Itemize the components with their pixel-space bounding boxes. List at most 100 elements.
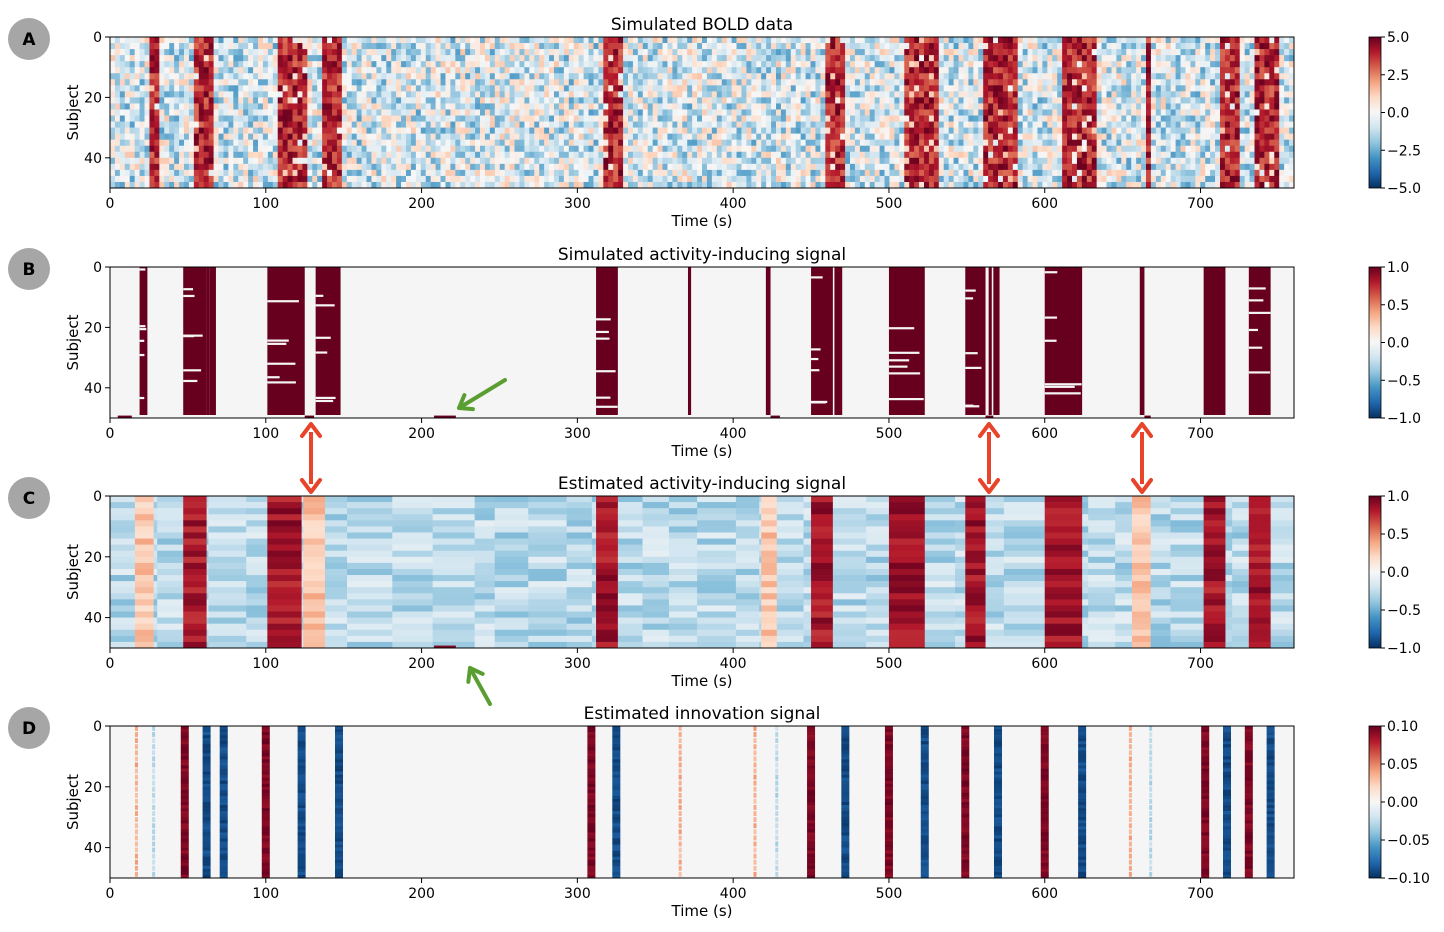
heatmap-cell (854, 79, 861, 86)
heatmap-cell (1047, 133, 1053, 140)
heatmap-cell (381, 157, 387, 165)
heatmap-cell (391, 109, 397, 116)
heatmap-cell (795, 157, 802, 165)
heatmap-cell (406, 109, 412, 116)
heatmap-cell (509, 109, 515, 116)
heatmap-cell (874, 91, 880, 98)
heatmap-cell (134, 43, 140, 50)
heatmap-cell (835, 175, 841, 183)
heatmap-cell (820, 151, 826, 159)
heatmap-cell (351, 37, 358, 44)
heatmap-cell (924, 157, 930, 165)
heatmap-cell (933, 109, 940, 116)
heatmap-cell (514, 61, 520, 68)
heatmap-cell (312, 163, 318, 171)
heatmap-cell (998, 109, 1004, 116)
heatmap-cell (159, 55, 165, 62)
heatmap-cell (465, 169, 471, 177)
heatmap-cell (1086, 91, 1093, 98)
heatmap-cell (741, 91, 747, 98)
heatmap-cell (859, 103, 866, 110)
heatmap-cell (894, 115, 900, 122)
heatmap-cell (583, 109, 589, 116)
heatmap-cell (544, 91, 550, 98)
heatmap-cell (470, 151, 476, 159)
heatmap-cell (711, 121, 718, 128)
heatmap-cell (396, 157, 402, 165)
heatmap-cell (381, 109, 387, 116)
heatmap-cell (440, 145, 446, 153)
heatmap-cell (963, 85, 969, 92)
heatmap-cell (919, 169, 925, 177)
heatmap-cell (1086, 55, 1093, 62)
heatmap-cell (134, 109, 140, 116)
heatmap-cell (203, 67, 210, 74)
heatmap-cell (292, 133, 298, 140)
heatmap-cell (406, 151, 412, 159)
heatmap-cell (208, 97, 214, 104)
heatmap-cell (174, 121, 180, 128)
heatmap-cell (1017, 97, 1024, 104)
heatmap-cell (578, 139, 584, 147)
heatmap-cell (697, 97, 703, 104)
heatmap-cell (756, 115, 762, 122)
heatmap-cell (899, 91, 905, 98)
heatmap-cell (593, 85, 599, 92)
heatmap-cell (534, 175, 540, 183)
heatmap-cell (909, 73, 915, 80)
heatmap-cell (1086, 139, 1093, 147)
heatmap-cell (766, 115, 772, 122)
heatmap-cell (1022, 103, 1028, 110)
heatmap-cell (958, 103, 964, 110)
heatmap-cell (184, 85, 190, 92)
heatmap-cell (169, 133, 175, 140)
heatmap-cell (702, 73, 708, 80)
heatmap-cell (677, 91, 683, 98)
heatmap-cell (248, 97, 254, 104)
heatmap-cell (909, 109, 915, 116)
heatmap-cell (815, 175, 821, 183)
heatmap-cell (272, 115, 279, 122)
heatmap-cell (726, 85, 732, 92)
heatmap-cell (687, 127, 693, 134)
heatmap-cell (361, 115, 367, 122)
heatmap-cell (869, 145, 876, 153)
heatmap-cell (578, 163, 584, 171)
heatmap-cell (307, 169, 313, 177)
heatmap-cell (721, 145, 728, 153)
heatmap-cell (780, 139, 787, 147)
heatmap-cell (637, 79, 644, 86)
heatmap-cell (450, 49, 456, 56)
heatmap-cell (756, 97, 762, 104)
heatmap-cell (776, 103, 782, 110)
heatmap-cell (233, 181, 239, 188)
heatmap-cell (139, 133, 145, 140)
heatmap-cell (598, 37, 604, 44)
heatmap-cell (1027, 43, 1033, 50)
heatmap-cell (198, 55, 205, 62)
heatmap-cell (771, 109, 777, 116)
heatmap-cell (761, 67, 767, 74)
heatmap-cell (346, 115, 353, 122)
heatmap-cell (144, 127, 150, 134)
heatmap-cell (322, 145, 328, 153)
heatmap-cell (874, 151, 880, 159)
heatmap-cell (741, 67, 747, 74)
heatmap-cell (933, 79, 940, 86)
heatmap-cell (549, 151, 555, 159)
heatmap-cell (780, 37, 787, 44)
heatmap-cell (706, 43, 713, 50)
heatmap-cell (386, 61, 392, 68)
heatmap-cell (307, 127, 313, 134)
heatmap-cell (243, 37, 249, 44)
heatmap-cell (233, 157, 239, 165)
heatmap-cell (450, 127, 456, 134)
heatmap-cell (302, 133, 308, 140)
heatmap-cell (993, 37, 999, 44)
heatmap-cell (706, 151, 713, 159)
heatmap-cell (706, 61, 713, 68)
heatmap-cell (899, 127, 905, 134)
heatmap-cell (1037, 121, 1043, 128)
heatmap-cell (238, 175, 244, 183)
heatmap-cell (396, 49, 402, 56)
